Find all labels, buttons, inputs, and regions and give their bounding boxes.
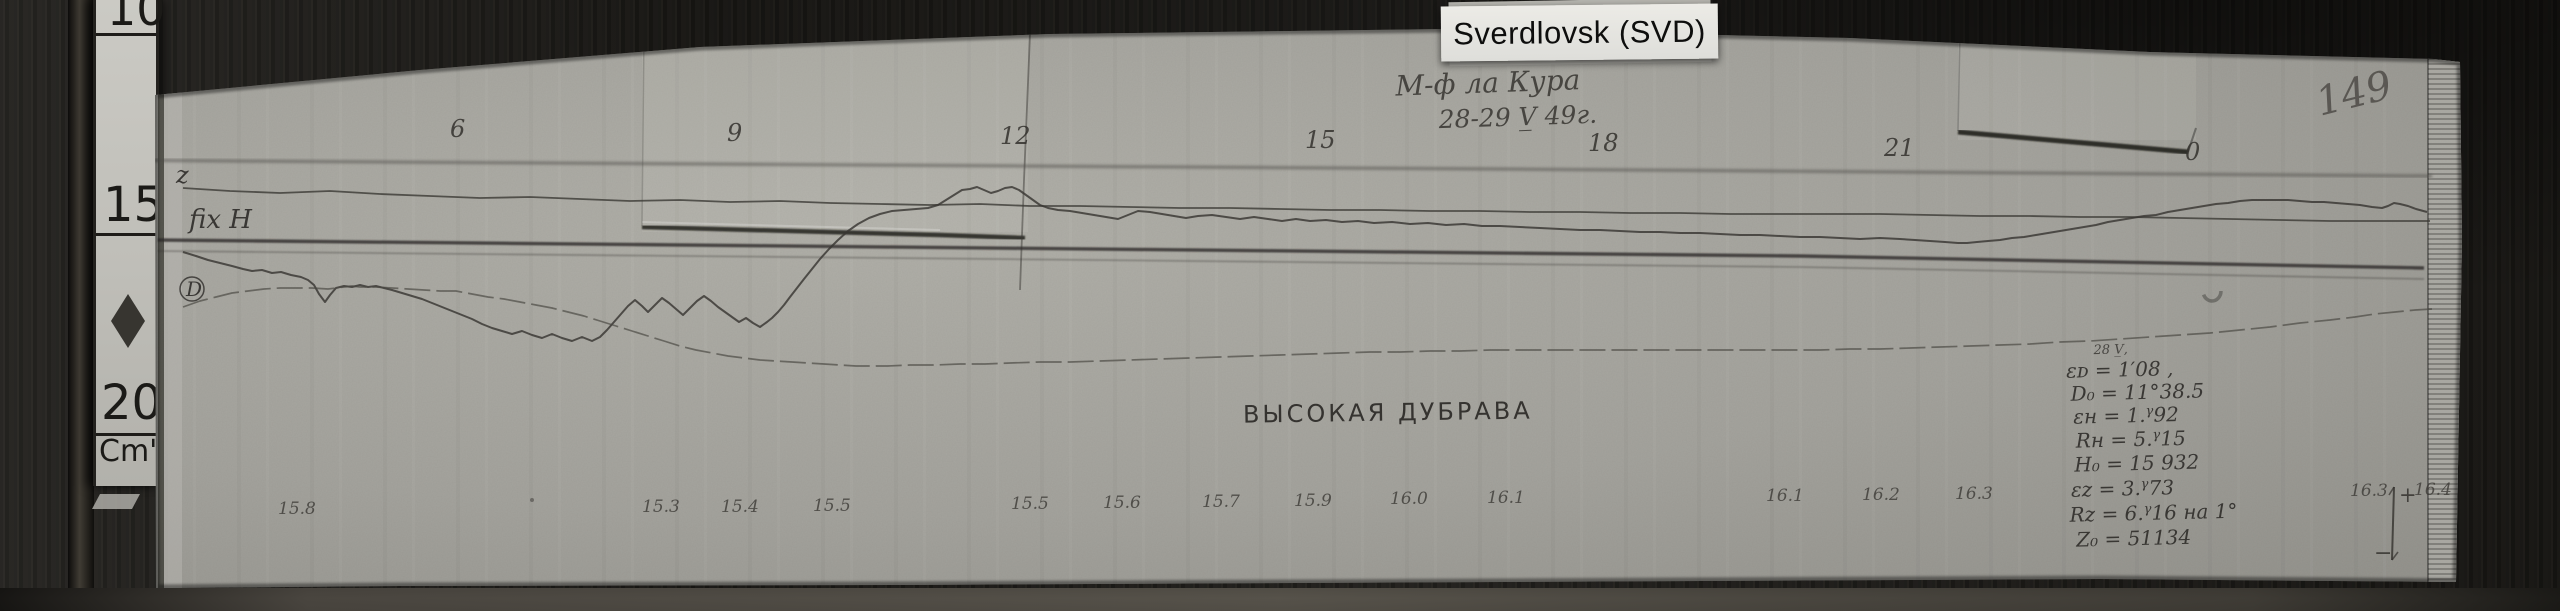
- time-scale-baseline: [155, 158, 2433, 178]
- hour-label: 0: [2185, 138, 2200, 166]
- temperature-label: 15.8: [278, 499, 316, 519]
- hour-label: 18: [1588, 129, 1619, 157]
- ruler-mark-15: 15: [103, 177, 165, 233]
- paper-speck: [530, 498, 534, 502]
- polarity-mark: + −: [2374, 483, 2417, 566]
- formula-d0: D₀ = 11°38.5: [2069, 378, 2204, 405]
- glass-plate-left-side-edge: [641, 33, 645, 227]
- fix-h-baseline: [157, 238, 2425, 270]
- temperature-labels: 15.8 15.3 15.4 15.5 15.5 15.6 15.7 15.9 16.0 16.1…: [278, 480, 2452, 519]
- temperature-label: 16.1: [1766, 486, 1804, 506]
- scale-values-block: 28 V̲, εᴅ = 1′08 , D₀ = 11°38.5 εн = 1.γ…: [2066, 342, 2238, 552]
- z-trace-label: z: [175, 161, 189, 189]
- ruler-unit-label: Cm': [99, 434, 158, 469]
- paper-left-edge-highlight: [164, 30, 182, 588]
- temperature-label: 16.0: [1390, 489, 1428, 509]
- formula-h0: H₀ = 15 932: [2073, 450, 2199, 477]
- temperature-label: 15.5: [813, 496, 851, 516]
- hour-label: 6: [450, 115, 465, 143]
- ruler-mark-10: 10: [107, 0, 166, 36]
- glass-plate-right-corner-edge: [2187, 127, 2197, 153]
- hour-label: 21: [1883, 134, 1915, 162]
- hour-label: 15: [1305, 126, 1336, 154]
- temperature-label: 15.4: [721, 497, 759, 517]
- hour-label: 12: [1000, 122, 1031, 150]
- date-annotation: 28-29 V̲ 49г.: [1437, 100, 1597, 135]
- polarity-minus: −: [2374, 541, 2392, 566]
- polarity-line: [2391, 486, 2395, 561]
- d-trace: [182, 285, 2433, 367]
- formula-r-h: Rн = 5.γ15: [2074, 426, 2186, 453]
- d-label-circle: [179, 276, 205, 302]
- formula-r-z: Rz = 6.γ16 на 1°: [2068, 499, 2237, 527]
- ruler-line-15: [96, 233, 156, 236]
- temperature-label: 16.3: [1955, 484, 1993, 504]
- location-label: ВЫСОКАЯ ДУБРАВА: [1243, 397, 1533, 429]
- paper-grain-texture: [155, 29, 2462, 588]
- ruler-mark-20: 20: [101, 375, 163, 431]
- wood-batten-edge: [68, 0, 94, 611]
- fix-h-label: fix H: [187, 205, 253, 235]
- polarity-plus: +: [2399, 483, 2417, 507]
- scale-values-date: 28 V̲,: [2092, 342, 2128, 358]
- paper-left-seam: [158, 30, 164, 588]
- glass-plate-left-edge-highlight: [641, 221, 941, 231]
- h-trace: [182, 186, 2428, 342]
- station-label: Sverdlovsk (SVD): [1440, 3, 1719, 62]
- glass-plate-right-side-edge: [1957, 33, 1961, 132]
- glass-plate-left-bottom-edge: [641, 224, 1026, 241]
- formula-eps-z: εz = 3.γ73: [2071, 475, 2175, 502]
- d-trace-label: D: [185, 277, 202, 301]
- polarity-arrow-ticks: [2388, 486, 2399, 561]
- instrument-annotation: М-ф ла Кура: [1394, 63, 1581, 102]
- temperature-label: 16.1: [1487, 488, 1525, 508]
- temperature-label: 15.5: [1011, 494, 1049, 514]
- formula-eps-h: εн = 1.γ92: [2073, 402, 2179, 429]
- ruler-line-20: [96, 433, 156, 436]
- hour-label: 9: [727, 119, 742, 147]
- paper-smudge-ring: [2201, 279, 2223, 303]
- table-front-edge: [0, 588, 2560, 611]
- temperature-label: 15.7: [1202, 492, 1240, 512]
- temperature-label: 16.2: [1862, 485, 1900, 505]
- header-annotations: М-ф ла Кура 28-29 V̲ 49г.: [1394, 63, 1598, 135]
- ruler-line-10: [96, 33, 156, 36]
- temperature-label: 15.6: [1103, 493, 1141, 513]
- glass-plate-right-bottom-edge: [1957, 129, 2189, 155]
- formula-eps-d: εᴅ = 1′08 ,: [2066, 356, 2174, 383]
- z-trace: [182, 187, 2430, 222]
- temperature-label: 15.3: [642, 497, 680, 517]
- glass-plate-left: [642, 30, 1028, 232]
- temperature-label: 16.3: [2350, 481, 2388, 501]
- glass-plate-right-crease: [1019, 33, 1031, 291]
- temperature-label: 16.4: [2414, 480, 2452, 500]
- temperature-label: 15.9: [1294, 491, 1332, 511]
- hour-labels: 6 9 12 15 18 21 0: [450, 115, 2200, 166]
- formula-z0: Z₀ = 51134: [2075, 525, 2192, 552]
